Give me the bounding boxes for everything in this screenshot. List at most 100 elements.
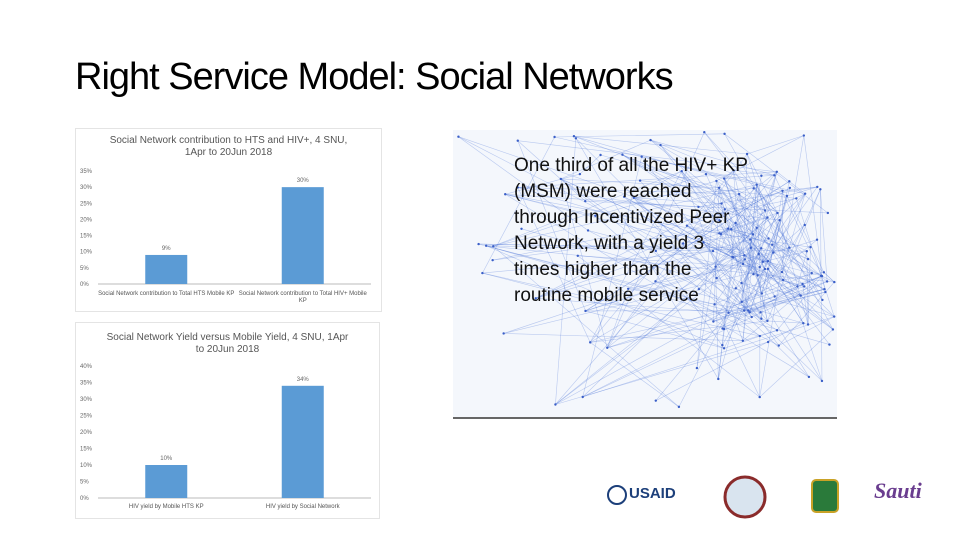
network-edge (505, 193, 810, 378)
network-edge (756, 184, 834, 330)
plot: 0% 5% 10% 15% 20% 25% 30% 35% 40% 10% 34% (80, 364, 371, 502)
network-graphic (457, 131, 836, 409)
network-edge (779, 195, 788, 221)
network-node (760, 317, 763, 320)
network-edge (760, 248, 764, 262)
y-tick-label: 5% (80, 480, 89, 486)
network-edge (641, 156, 780, 346)
network-edge (628, 288, 761, 313)
network-edge (505, 193, 596, 217)
network-edge (517, 187, 769, 262)
network-edge (517, 187, 740, 195)
network-edge (482, 272, 760, 337)
network-node (581, 395, 584, 399)
network-edge (781, 193, 806, 273)
network-node (697, 205, 700, 209)
network-edge (555, 138, 577, 405)
network-edge (735, 171, 778, 224)
chart: Social Network contribution to HTS and H… (75, 128, 382, 312)
network-edge (802, 284, 809, 325)
network-node (796, 285, 799, 288)
y-tick-label: 35% (80, 169, 93, 175)
chart-title: Social Network Yield versus Mobile Yield… (106, 332, 349, 355)
network-edge (577, 255, 760, 268)
network-edge (650, 139, 812, 274)
network-edge (723, 178, 763, 294)
network-node (825, 280, 829, 283)
network-edge (744, 255, 784, 281)
network-edge (458, 136, 589, 231)
network-node (747, 309, 750, 312)
network-edge (493, 184, 757, 247)
network-edge (683, 234, 754, 244)
network-node (599, 153, 602, 157)
network-edge (730, 229, 734, 258)
network-edge (517, 140, 586, 312)
network-edge (582, 316, 835, 398)
network-edge (623, 196, 810, 378)
network-node (722, 177, 726, 180)
network-edge (742, 184, 758, 341)
network-node (492, 245, 495, 248)
network-edge (486, 245, 714, 252)
network-edge (607, 288, 825, 349)
x-tick-label: HIV yield by Social Network (265, 504, 340, 510)
network-node (819, 188, 822, 191)
network-node (584, 199, 587, 203)
network-edge (517, 187, 780, 221)
network-edge (753, 188, 778, 214)
network-edge (560, 178, 761, 337)
network-node (721, 343, 724, 347)
network-node (771, 243, 774, 246)
network-edge (633, 197, 720, 234)
body-line: through Incentivized Peer (514, 207, 730, 228)
network-node (760, 292, 764, 295)
network-edge (492, 198, 797, 261)
network-node (586, 229, 590, 232)
network-edge (741, 272, 812, 303)
y-tick-label: 0% (80, 282, 89, 288)
network-edge (768, 238, 826, 293)
network-node (477, 242, 480, 246)
network-edge (486, 245, 725, 349)
network-node (766, 267, 770, 271)
network-edge (722, 212, 778, 329)
network-edge (774, 175, 823, 277)
network-edge (773, 252, 835, 283)
network-edge (482, 136, 555, 274)
network-edge (761, 187, 791, 294)
network-node (717, 377, 720, 381)
network-node (760, 247, 763, 250)
network-node (766, 340, 770, 344)
network-node (504, 193, 507, 196)
network-edge (728, 228, 809, 260)
network-edge (535, 190, 783, 299)
network-node (649, 138, 652, 142)
network-edge (776, 275, 823, 331)
logo-text: USAID (629, 485, 676, 502)
network-edge (716, 180, 733, 257)
network-edge (758, 212, 778, 255)
network-edge (735, 273, 754, 289)
network-edge (753, 171, 778, 275)
y-tick-label: 15% (80, 234, 93, 240)
network-node (826, 211, 830, 215)
network-node (752, 187, 755, 190)
body-line: routine mobile service (514, 285, 699, 306)
pepfar-logo (723, 475, 767, 519)
network-edge (554, 136, 806, 195)
network-edge (633, 197, 722, 204)
network-edge (704, 132, 734, 171)
network-edge (650, 139, 788, 197)
network-edge (724, 133, 829, 214)
network-edge (731, 228, 754, 235)
network-edge (719, 233, 733, 258)
network-node (776, 211, 779, 215)
network-edge (744, 259, 823, 382)
network-edge (633, 197, 774, 253)
network-edge (535, 212, 778, 299)
network-node (772, 251, 775, 254)
y-tick-label: 35% (80, 381, 93, 387)
network-node (777, 344, 780, 347)
network-node (654, 249, 658, 253)
